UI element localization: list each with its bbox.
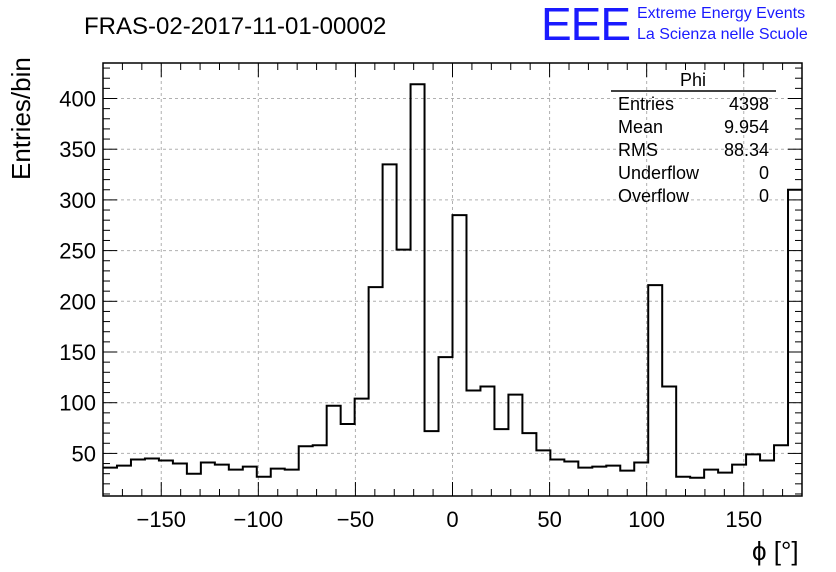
eee-logo: EEE Extreme Energy Events La Scienza nel…	[541, 0, 808, 50]
histogram-bin	[187, 474, 201, 496]
histogram-bin	[494, 429, 508, 496]
y-tick-label: 400	[59, 86, 96, 111]
histogram-bin	[550, 459, 564, 496]
histogram-bin	[606, 466, 620, 496]
histogram-bin	[620, 471, 634, 496]
x-tick-label: 50	[537, 507, 561, 532]
histogram-bin	[704, 470, 718, 496]
histogram-series	[103, 83, 802, 496]
histogram-bin	[634, 463, 648, 496]
histogram-bin	[145, 458, 159, 496]
histogram-bin	[788, 190, 802, 496]
stats-value: 0	[759, 163, 769, 183]
histogram-bin	[271, 469, 285, 496]
stats-value: 4398	[729, 94, 769, 114]
histogram-bin	[117, 466, 131, 496]
histogram-bin	[131, 459, 145, 496]
histogram-bin	[313, 445, 327, 496]
y-axis-title: Entries/bin	[6, 57, 36, 180]
histogram-bin	[453, 215, 467, 496]
histogram-bin	[690, 478, 704, 496]
histogram-step-line	[103, 83, 802, 479]
y-tick-label: 350	[59, 137, 96, 162]
stats-box: Phi Entries 4398 Mean 9.954 RMS 88.34 Underflo…	[611, 70, 776, 206]
histogram-bin	[480, 386, 494, 496]
logo-line-2: La Scienza nelle Scuole	[637, 26, 808, 43]
eee-logo-text: EEE	[541, 0, 630, 50]
histogram-bin	[718, 473, 732, 496]
x-tick-label: 100	[628, 507, 665, 532]
histogram-bin	[411, 84, 425, 496]
histogram-bin	[439, 357, 453, 496]
stats-title: Phi	[680, 70, 706, 90]
histogram-bin	[578, 468, 592, 496]
histogram-bin	[299, 446, 313, 496]
histogram-bin	[159, 461, 173, 496]
stats-label: RMS	[618, 140, 658, 160]
histogram-bin	[341, 424, 355, 496]
grid	[103, 63, 802, 496]
histogram-bin	[760, 461, 774, 496]
histogram-bin	[466, 391, 480, 496]
histogram-bin	[676, 477, 690, 496]
y-tick-label: 200	[59, 289, 96, 314]
histogram-bin	[522, 433, 536, 496]
histogram-bin	[355, 399, 369, 496]
histogram-bin	[285, 470, 299, 496]
histogram-bin	[774, 445, 788, 496]
tick-labels: −150 −100 −50 0 50 100 150 50 100 150 200 250 300 350…	[59, 86, 762, 532]
plot-frame	[102, 62, 803, 497]
stats-value: 0	[759, 186, 769, 206]
logo-line-1: Extreme Energy Events	[637, 5, 805, 22]
histogram-bin	[425, 431, 439, 496]
stats-label: Overflow	[618, 186, 690, 206]
y-tick-label: 300	[59, 188, 96, 213]
stats-label: Underflow	[618, 163, 700, 183]
x-tick-label: 150	[725, 507, 762, 532]
histogram-bin	[536, 450, 550, 496]
histogram-bin	[369, 287, 383, 496]
histogram-bin	[243, 467, 257, 496]
stats-label: Entries	[618, 94, 674, 114]
histogram-bin	[229, 470, 243, 496]
stats-label: Mean	[618, 117, 663, 137]
histogram-bin	[564, 462, 578, 496]
histogram-bin	[173, 464, 187, 496]
histogram-bin	[648, 285, 662, 496]
axis-ticks	[102, 63, 803, 496]
x-axis-title: ϕ [°]	[752, 536, 799, 566]
chart-title: FRAS-02-2017-11-01-00002	[84, 13, 386, 40]
y-tick-label: 250	[59, 239, 96, 264]
y-tick-label: 150	[59, 340, 96, 365]
histogram-bin	[746, 454, 760, 496]
stats-rows: Entries 4398 Mean 9.954 RMS 88.34 Underflow 0 Ov…	[618, 94, 769, 206]
histogram-bin	[257, 477, 271, 496]
histogram-bin	[201, 463, 215, 496]
histogram-bin	[383, 164, 397, 496]
histogram-bin	[662, 386, 676, 496]
x-tick-label: 0	[446, 507, 458, 532]
histogram-bin	[327, 406, 341, 496]
stats-value: 9.954	[724, 117, 769, 137]
y-tick-label: 50	[72, 441, 96, 466]
stats-value: 88.34	[724, 140, 769, 160]
y-tick-label: 100	[59, 391, 96, 416]
histogram-bin	[508, 395, 522, 496]
histogram-bin	[592, 467, 606, 496]
histogram-bin	[732, 465, 746, 496]
x-tick-label: −150	[136, 507, 186, 532]
histogram-bin	[397, 250, 411, 496]
histogram-bin	[215, 465, 229, 496]
histogram-bin	[103, 468, 117, 496]
x-tick-label: −50	[337, 507, 374, 532]
x-tick-label: −100	[234, 507, 284, 532]
